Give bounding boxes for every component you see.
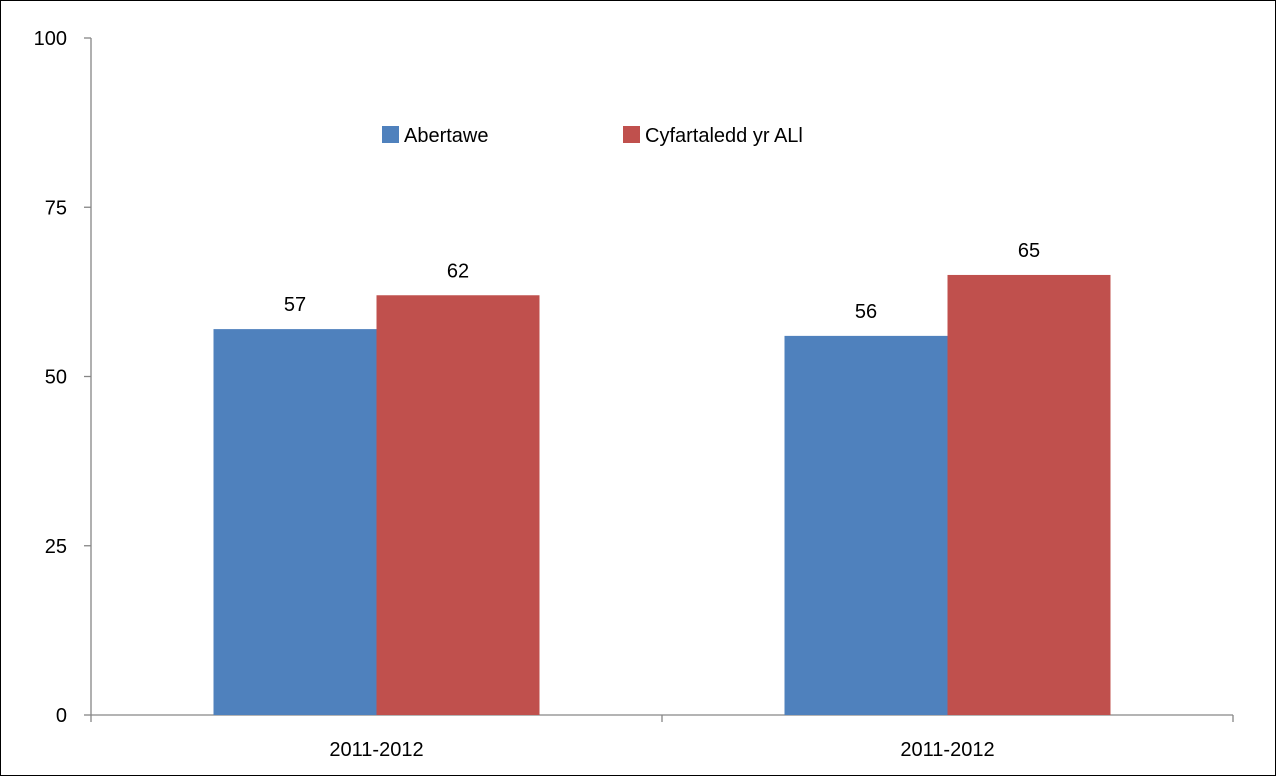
x-tick-label: 2011-2012 — [329, 739, 423, 761]
data-label: 56 — [855, 301, 877, 323]
bar — [947, 274, 1111, 715]
legend: Abertawe Cyfartaledd yr ALl — [382, 125, 803, 147]
data-labels: 57 56 62 65 — [284, 240, 1040, 323]
bar — [213, 329, 377, 715]
y-tick-label: 75 — [45, 197, 67, 219]
y-tick-label: 100 — [34, 28, 67, 50]
bar — [784, 335, 948, 715]
legend-label: Cyfartaledd yr ALl — [645, 125, 803, 147]
y-tick-label: 0 — [56, 705, 67, 727]
bar — [376, 295, 540, 715]
y-tick-label: 50 — [45, 367, 67, 389]
data-label: 57 — [284, 294, 306, 316]
y-tick-label: 25 — [45, 536, 67, 558]
legend-swatch — [382, 126, 399, 143]
data-label: 62 — [447, 260, 469, 282]
x-tick-label: 2011-2012 — [900, 739, 994, 761]
bars — [213, 274, 1111, 715]
data-label: 65 — [1018, 240, 1040, 262]
legend-label: Abertawe — [404, 125, 489, 147]
legend-swatch — [623, 126, 640, 143]
